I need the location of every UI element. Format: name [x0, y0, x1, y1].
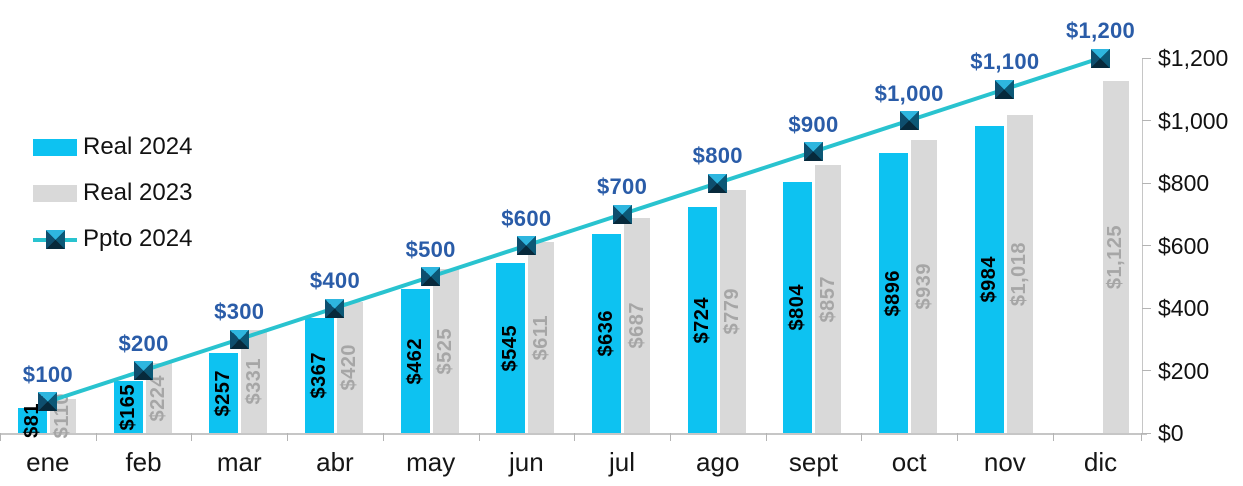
x-axis-label-abr: abr — [316, 447, 354, 477]
line-marker-icon — [46, 229, 65, 249]
legend-label-ppto-2024: Ppto 2024 — [83, 225, 193, 252]
x-axis-tick — [0, 433, 1, 441]
x-axis-label-ene: ene — [26, 447, 70, 477]
line-marker-ene[interactable] — [38, 392, 58, 412]
bar-real-2023-oct[interactable] — [911, 139, 938, 433]
bar-real-2024-mar[interactable] — [209, 352, 239, 433]
line-value-label-jun: $600 — [501, 205, 552, 231]
legend-item-ppto-2024[interactable]: Ppto 2024 — [33, 225, 193, 252]
line-value-label-ene: $100 — [22, 361, 73, 387]
bar-real-2023-may[interactable] — [432, 268, 459, 433]
x-axis-tick — [669, 433, 671, 441]
line-marker-oct[interactable] — [899, 111, 919, 130]
line-marker-feb[interactable] — [134, 361, 154, 380]
bar-real-2023-ago[interactable] — [719, 189, 746, 433]
line-marker-nov[interactable] — [995, 79, 1015, 99]
bar-real-2024-may[interactable] — [400, 288, 430, 433]
line-value-label-oct: $1,000 — [874, 80, 944, 106]
bar-real-2024-jun[interactable] — [496, 262, 526, 433]
x-axis-label-oct: oct — [891, 447, 927, 477]
real-2024-swatch — [33, 138, 77, 156]
y-axis-tick-label: $200 — [1158, 357, 1210, 384]
x-axis-tick — [478, 433, 480, 441]
line-marker-mar[interactable] — [229, 329, 249, 349]
x-axis-tick — [861, 433, 863, 441]
bar-real-2023-jul[interactable] — [624, 218, 651, 433]
bar-real-2024-ago[interactable] — [687, 206, 717, 433]
bar-real-2024-abr[interactable] — [304, 318, 334, 433]
bar-real-2023-dic[interactable] — [1102, 81, 1129, 433]
y-axis-tick-label: $600 — [1158, 232, 1210, 259]
x-axis-tick — [191, 433, 193, 441]
real-2023-swatch — [33, 184, 77, 202]
ppto-2024-line-sample — [33, 229, 77, 249]
x-axis-tick — [95, 433, 97, 441]
y-axis-tick — [1142, 370, 1151, 371]
line-value-label-dic: $1,200 — [1066, 18, 1136, 43]
x-axis-tick — [382, 433, 384, 441]
line-marker-abr[interactable] — [325, 298, 345, 318]
bar-real-2024-sept[interactable] — [783, 181, 813, 433]
line-value-label-abr: $400 — [309, 268, 361, 293]
x-axis-tick — [1141, 433, 1142, 441]
bar-real-2024-jul[interactable] — [592, 234, 622, 433]
line-marker-sept[interactable] — [803, 142, 823, 162]
x-axis-label-mar: mar — [216, 447, 262, 477]
y-axis-tick — [1142, 307, 1151, 309]
line-value-label-mar: $300 — [214, 299, 265, 325]
x-axis-label-sept: sept — [788, 447, 839, 477]
bar-real-2023-abr[interactable] — [336, 301, 363, 433]
x-axis-tick — [1052, 433, 1054, 441]
x-axis-tick — [957, 433, 958, 441]
x-axis-label-nov: nov — [983, 447, 1026, 477]
x-axis-label-ago: ago — [696, 447, 740, 477]
x-axis-label-jul: jul — [609, 447, 636, 477]
line-value-label-feb: $200 — [118, 330, 169, 356]
line-marker-jul[interactable] — [612, 204, 632, 224]
line-marker-dic[interactable] — [1091, 48, 1111, 68]
x-axis-tick — [765, 433, 767, 441]
x-axis-label-may: may — [406, 447, 456, 477]
y-axis-line — [1142, 58, 1143, 435]
y-axis-tick-label: $1,200 — [1158, 45, 1229, 71]
y-axis-tick — [1142, 432, 1151, 434]
line-value-label-ago: $800 — [692, 143, 743, 168]
legend-label-real-2024: Real 2024 — [83, 133, 193, 160]
x-axis-tick — [574, 433, 576, 441]
line-marker-jun[interactable] — [516, 236, 536, 255]
y-axis-tick — [1142, 57, 1151, 59]
y-axis-tick-label: $1,000 — [1158, 107, 1229, 134]
line-marker-may[interactable] — [421, 267, 441, 287]
y-axis-tick — [1142, 182, 1151, 184]
x-axis-tick — [287, 433, 289, 441]
y-axis-tick-label: $800 — [1158, 170, 1210, 196]
x-axis-label-dic: dic — [1083, 447, 1118, 477]
bar-real-2024-ene[interactable] — [17, 407, 47, 433]
x-axis-label-jun: jun — [508, 447, 544, 477]
y-axis-tick-label: $0 — [1158, 420, 1184, 446]
line-value-label-jul: $700 — [596, 174, 648, 200]
bar-real-2023-jun[interactable] — [528, 242, 555, 433]
line-marker-ago[interactable] — [708, 173, 728, 193]
bar-real-2024-feb[interactable] — [113, 381, 143, 433]
legend-item-real-2024[interactable]: Real 2024 — [33, 133, 193, 160]
legend-item-real-2023[interactable]: Real 2023 — [33, 179, 193, 206]
y-axis-tick — [1142, 245, 1151, 246]
line-value-label-may: $500 — [405, 236, 456, 262]
x-axis-label-feb: feb — [125, 447, 162, 477]
bar-real-2023-nov[interactable] — [1006, 114, 1033, 433]
legend-label-real-2023: Real 2023 — [83, 179, 193, 206]
line-value-label-sept: $900 — [788, 111, 839, 137]
bar-real-2024-nov[interactable] — [974, 125, 1004, 433]
y-axis-tick-label: $400 — [1158, 295, 1210, 321]
bar-real-2023-sept[interactable] — [815, 165, 842, 433]
y-axis-tick — [1142, 120, 1151, 121]
bar-real-2024-oct[interactable] — [879, 153, 909, 433]
line-value-label-nov: $1,100 — [970, 49, 1040, 75]
x-axis-line — [0, 433, 1147, 435]
